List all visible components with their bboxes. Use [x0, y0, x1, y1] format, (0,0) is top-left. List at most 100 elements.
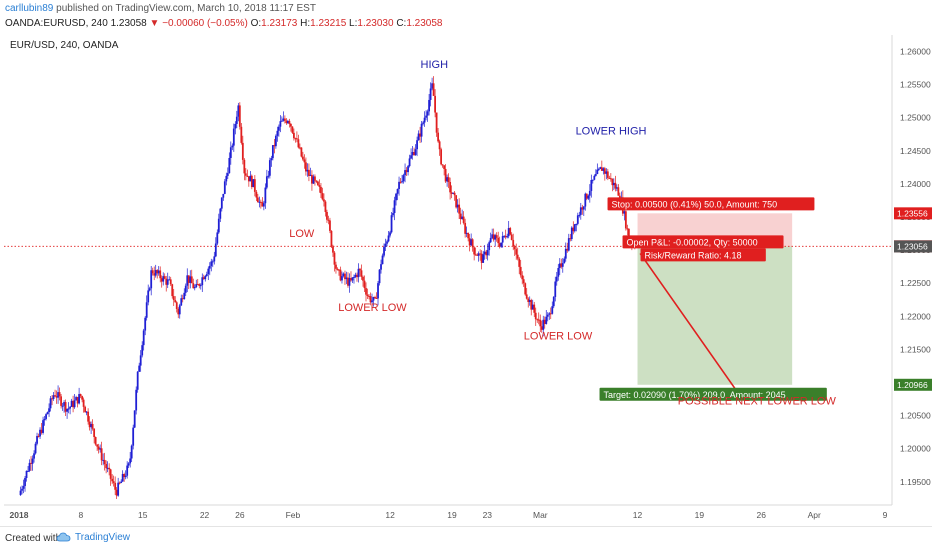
- candle-body: [336, 268, 339, 270]
- candle-body: [479, 253, 482, 255]
- candle-body: [280, 120, 283, 122]
- rr-label: Risk/Reward Ratio: 4.18: [645, 250, 742, 260]
- candle-body: [30, 462, 32, 464]
- candle-body: [515, 249, 518, 255]
- candle-body: [151, 270, 154, 274]
- candle-body: [103, 459, 106, 465]
- candle-body: [154, 270, 157, 276]
- candle-body: [377, 283, 379, 299]
- symbol-ohlc-line: OANDA:EURUSD, 240 1.23058 ▼ −0.00060 (−0…: [5, 18, 442, 29]
- candle-body: [111, 478, 114, 482]
- candle-body: [498, 243, 501, 247]
- candle-body: [423, 117, 426, 123]
- chart-title: EUR/USD, 240, OANDA: [10, 40, 119, 51]
- candle-body: [79, 394, 82, 397]
- candle-body: [58, 392, 61, 397]
- candle-body: [390, 215, 393, 233]
- candle-body: [132, 427, 135, 446]
- candle-body: [399, 181, 402, 183]
- candle-body: [500, 242, 503, 247]
- candle-body: [189, 276, 192, 283]
- candle-body: [555, 276, 558, 282]
- candle-body: [600, 167, 603, 171]
- candle-body: [575, 223, 578, 225]
- candle-body: [333, 252, 336, 265]
- candle-body: [120, 481, 123, 484]
- candle-body: [97, 446, 100, 450]
- candle-body: [408, 158, 411, 167]
- candle-body: [241, 142, 244, 160]
- low-value: 1.23030: [357, 18, 394, 29]
- candle-body: [75, 397, 78, 401]
- candle-body: [456, 204, 459, 208]
- chart-canvas[interactable]: EUR/USD, 240, OANDA 1.19500 1.20000 1.20500…: [4, 35, 932, 525]
- candle-body: [265, 176, 268, 188]
- candle-body: [438, 141, 441, 150]
- tradingview-logo[interactable]: TradingView: [56, 531, 130, 543]
- candle-body: [396, 188, 399, 194]
- published-text: published on TradingView.com, March 10, …: [56, 3, 316, 14]
- candle-body: [126, 465, 129, 476]
- candle-body: [87, 411, 90, 422]
- candle-body: [611, 178, 614, 186]
- candle-body: [410, 155, 412, 159]
- candle-body: [470, 239, 473, 246]
- candle-body: [144, 317, 147, 331]
- candle-body: [147, 290, 150, 303]
- candle-body: [329, 220, 331, 231]
- candle-body: [362, 276, 364, 281]
- candle-body: [473, 247, 476, 255]
- candle-body: [599, 167, 602, 169]
- candle-body: [597, 168, 600, 170]
- candle-body: [145, 302, 148, 318]
- candle-body: [204, 276, 207, 280]
- candle-body: [431, 83, 433, 89]
- candle-body: [393, 200, 396, 214]
- candle-body: [244, 173, 247, 176]
- candle-body: [573, 224, 576, 232]
- candle-body: [483, 251, 486, 255]
- candle-body: [386, 241, 388, 244]
- candle-body: [528, 300, 531, 302]
- candle-body: [133, 410, 136, 428]
- candle-body: [305, 162, 307, 172]
- candle-body: [73, 400, 76, 408]
- candle-body: [315, 180, 318, 182]
- candle-body: [264, 187, 267, 204]
- candle-body: [135, 389, 138, 411]
- candle-body: [440, 149, 443, 165]
- candle-body: [351, 277, 354, 281]
- candle-body: [558, 263, 561, 269]
- candle-body: [617, 187, 620, 196]
- candle-body: [226, 173, 229, 176]
- author-link[interactable]: carllubin89: [5, 3, 54, 14]
- candle-body: [72, 400, 74, 408]
- candle-body: [178, 305, 181, 315]
- candle-body: [238, 105, 241, 127]
- candle-body: [139, 355, 142, 366]
- symbol-name: OANDA:EURUSD, 240: [5, 18, 108, 29]
- price-chart[interactable]: EUR/USD, 240, OANDA 1.19500 1.20000 1.20500…: [4, 35, 932, 525]
- candle-body: [546, 314, 549, 317]
- annotation-label: LOWER HIGH: [576, 125, 647, 137]
- candle-body: [401, 181, 403, 183]
- candle-body: [513, 246, 516, 250]
- candle-body: [246, 175, 249, 177]
- candle-body: [21, 488, 23, 491]
- candle-body: [485, 251, 488, 256]
- candle-body: [579, 207, 582, 215]
- candle-body: [308, 169, 310, 176]
- candle-body: [566, 248, 569, 251]
- candle-body: [240, 126, 243, 143]
- x-tick-label: Mar: [533, 510, 548, 520]
- candle-body: [462, 216, 465, 223]
- candle-body: [434, 95, 436, 113]
- candle-body: [564, 248, 567, 259]
- price-axis-tag: [894, 378, 932, 391]
- candle-body: [70, 400, 73, 407]
- candle-body: [205, 274, 208, 277]
- annotation-label: POSSIBLE NEXT LOWER LOW: [678, 395, 837, 407]
- candle-body: [228, 157, 231, 174]
- candle-body: [497, 237, 500, 244]
- candle-body: [294, 138, 297, 140]
